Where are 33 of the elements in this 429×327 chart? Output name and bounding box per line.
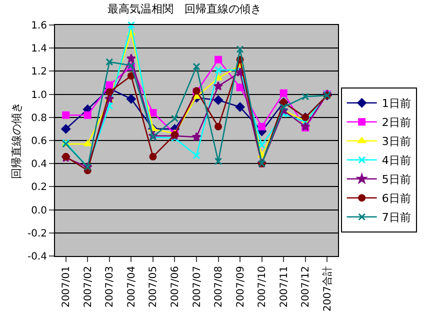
y-tick-label: 0.4 (31, 159, 47, 170)
y-tick-label: 0.8 (31, 112, 47, 124)
y-tick-label: 0.0 (31, 205, 47, 216)
y-tick-label: 1.0 (31, 90, 47, 101)
y-tick-label: -0.4 (27, 252, 47, 262)
x-tick-label: 2007/09 (235, 266, 246, 308)
x-tick-label: 2007/10 (257, 266, 268, 308)
y-axis-title: 回帰直線の傾き (10, 102, 24, 179)
x-tick-label: 2007/01 (61, 266, 72, 308)
y-tick-label: -0.2 (27, 228, 47, 240)
legend-label: 6日前 (382, 192, 411, 206)
legend-label: 1日前 (382, 97, 411, 110)
x-tick-label: 2007/02 (82, 266, 94, 308)
y-tick-label: 1.6 (31, 20, 47, 32)
x-tick-label: 2007合計 (321, 266, 334, 312)
legend-label: 3日前 (382, 135, 411, 148)
y-tick-label: 1.2 (31, 66, 47, 78)
legend-label: 4日前 (382, 154, 411, 168)
legend-label: 2日前 (382, 116, 411, 130)
x-tick-label: 2007/06 (170, 266, 181, 308)
legend-label: 7日前 (382, 211, 411, 224)
chart-title: 最高気温相関 回帰直線の傾き (107, 2, 262, 16)
x-tick-label: 2007/07 (192, 266, 203, 308)
x-tick-label: 2007/05 (148, 266, 160, 308)
y-tick-label: 0.2 (31, 182, 47, 194)
y-tick-label: 0.6 (31, 136, 47, 147)
x-tick-label: 2007/08 (214, 266, 225, 308)
x-tick-label: 2007/03 (104, 266, 116, 308)
x-tick-label: 2007/11 (278, 266, 290, 308)
legend-label: 5日前 (382, 173, 411, 186)
y-tick-label: 1.4 (31, 44, 47, 55)
x-tick-label: 2007/12 (300, 266, 312, 308)
x-tick-label: 2007/04 (126, 266, 138, 308)
